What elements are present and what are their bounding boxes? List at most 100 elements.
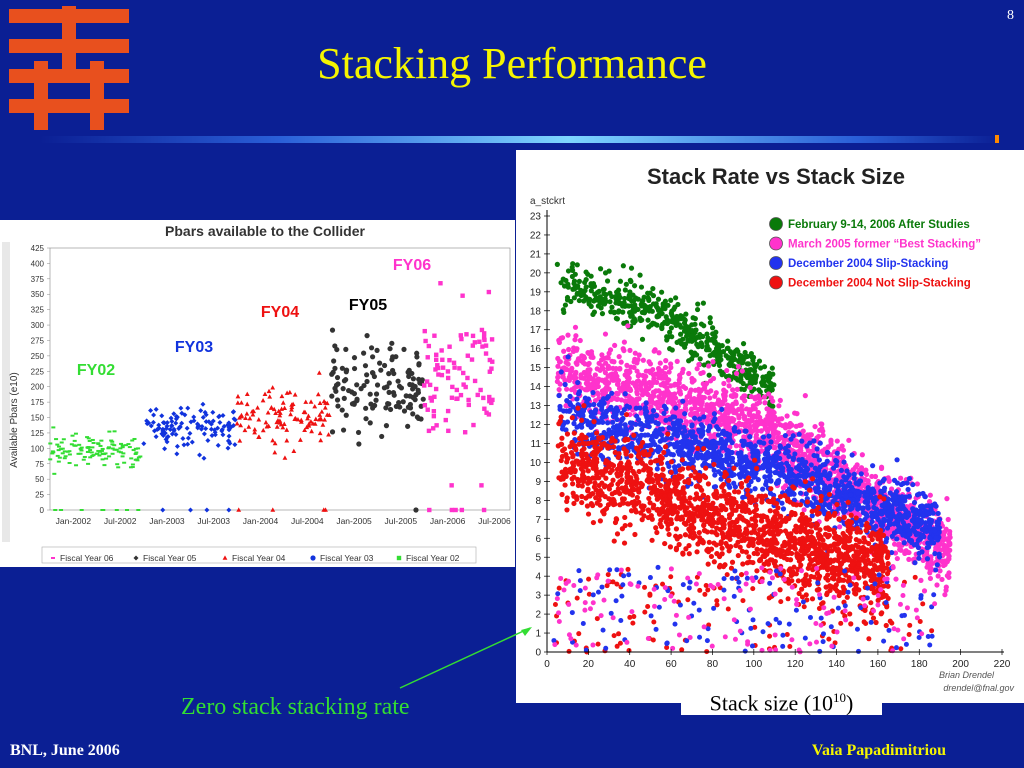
stack-rate-point (631, 364, 637, 371)
stack-rate-point (659, 289, 665, 295)
pbars-point (270, 385, 276, 390)
stack-rate-point (581, 375, 587, 381)
stack-rate-point (725, 410, 731, 416)
pbars-point (99, 449, 104, 452)
stack-rate-point (939, 576, 945, 583)
pbars-point (173, 420, 179, 426)
stack-rate-point (750, 428, 756, 434)
pbars-x-tick: Jan-2002 (56, 516, 92, 526)
stack-rate-point (622, 295, 628, 302)
stack-rate-point (561, 365, 567, 371)
stack-rate-point (669, 347, 675, 353)
pbars-point (463, 384, 468, 390)
stack-rate-point (646, 380, 652, 386)
stack-rate-point (756, 439, 762, 445)
pbars-point (461, 370, 466, 376)
pbars-point (373, 391, 380, 397)
pbars-point (187, 430, 193, 436)
pbars-point (179, 410, 185, 416)
stack-rate-point (923, 528, 930, 535)
pbars-point (133, 555, 139, 561)
stack-rate-point (894, 536, 900, 542)
pbars-point (202, 409, 208, 415)
pbars-point (435, 365, 441, 371)
stack-rate-point (809, 480, 815, 487)
pbars-points (48, 281, 495, 513)
pbars-point (377, 360, 383, 366)
stack-rate-point (739, 403, 745, 409)
stack-rate-point (718, 357, 724, 363)
pbars-point (141, 441, 147, 447)
pbars-point (59, 509, 64, 511)
stack-rate-point (726, 383, 732, 389)
pbars-point (173, 432, 179, 438)
pbars-point (284, 390, 290, 395)
stack-rate-point (681, 424, 687, 430)
stack-rate-point (571, 280, 577, 287)
pbars-point (89, 451, 94, 454)
pbars-point (78, 447, 83, 450)
pbars-point (255, 405, 260, 410)
stack-rate-point (805, 448, 811, 454)
stack-rate-point (854, 462, 860, 468)
pbars-point (160, 432, 166, 438)
stack-rate-point (712, 452, 718, 458)
stack-rate-point (588, 409, 594, 415)
pbars-point (237, 438, 243, 443)
stack-rate-point (757, 418, 763, 424)
pbars-point (100, 453, 105, 456)
stack-rate-point (656, 312, 662, 318)
stack-rate-point (614, 416, 620, 423)
stack-rate-point (897, 503, 904, 510)
stack-rate-point (747, 419, 753, 425)
pbars-point (159, 413, 165, 419)
stack-rate-point (656, 375, 662, 381)
stack-rate-point (707, 320, 713, 326)
stack-rate-point (712, 393, 718, 399)
pbars-point (447, 357, 452, 363)
stack-rate-point (748, 376, 754, 382)
stack-rate-point (646, 297, 652, 304)
stack-rate-point (816, 457, 822, 463)
stack-rate-point (619, 417, 625, 423)
stack-rate-point (667, 544, 674, 550)
stack-rate-point (630, 380, 636, 386)
stack-rate-point (703, 437, 709, 443)
pbars-point (231, 416, 237, 422)
stack-rate-point (918, 518, 925, 524)
pbars-point (462, 430, 468, 435)
stack-rate-point (790, 456, 796, 463)
stack-rate-point (891, 541, 898, 547)
stack-rate-point (757, 396, 763, 402)
stack-rate-point (606, 350, 612, 356)
pbars-point (48, 442, 53, 445)
stack-rate-point (905, 486, 911, 493)
pbars-y-tick: 325 (31, 306, 45, 315)
pbars-point (110, 447, 115, 450)
pbars-point (446, 428, 451, 434)
stack-rate-point (791, 491, 797, 497)
pbars-point (48, 458, 53, 461)
pbars-point (449, 507, 455, 513)
pbars-point (465, 353, 471, 358)
pbars-point (453, 507, 458, 513)
pbars-point (104, 457, 109, 460)
stack-rate-point (633, 396, 640, 402)
stack-rate-point (704, 343, 710, 349)
pbars-point (291, 448, 297, 453)
stack-rate-point (768, 439, 774, 445)
stack-rate-point (819, 479, 825, 486)
stack-rate-point (740, 442, 746, 449)
pbars-point (354, 396, 360, 402)
stack-rate-point (921, 588, 928, 594)
stack-rate-point (649, 433, 655, 439)
stack-rate-point (590, 311, 596, 318)
stack-rate-point (704, 331, 710, 337)
pbars-point (180, 436, 186, 442)
stack-rate-point (777, 445, 784, 451)
pbars-point (309, 428, 315, 434)
stack-rate-point (638, 420, 644, 427)
stack-rate-point (946, 570, 952, 576)
stack-rate-point (807, 440, 813, 446)
stack-rate-point (786, 424, 793, 430)
